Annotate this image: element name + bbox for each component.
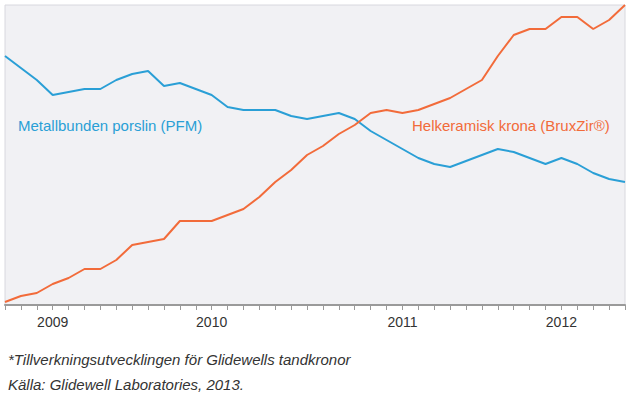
svg-text:Helkeramisk krona (BruxZir®): Helkeramisk krona (BruxZir®) [412, 117, 610, 134]
svg-text:2011: 2011 [387, 314, 417, 330]
svg-text:Källa: Glidewell Laboratories,: Källa: Glidewell Laboratories, 2013. [8, 376, 244, 393]
svg-text:*Tillverkningsutvecklingen för: *Tillverkningsutvecklingen för Glidewell… [8, 351, 352, 368]
svg-text:2009: 2009 [37, 314, 68, 330]
svg-text:2010: 2010 [196, 314, 227, 330]
svg-text:2012: 2012 [546, 314, 577, 330]
svg-text:Metallbunden porslin (PFM): Metallbunden porslin (PFM) [18, 117, 202, 134]
